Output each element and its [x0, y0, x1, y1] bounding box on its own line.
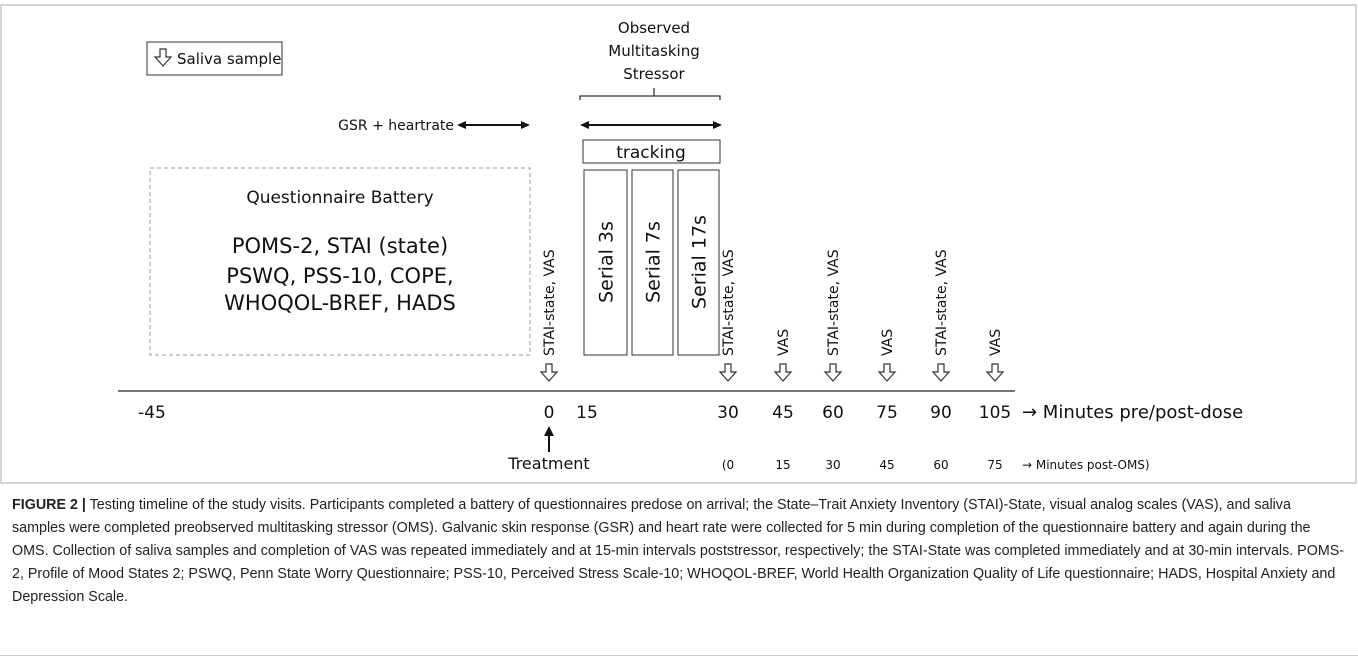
axis-tick-label: 30: [717, 403, 739, 423]
saliva-arrow: [773, 363, 793, 382]
caption: FIGURE 2 | Testing timeline of the study…: [12, 494, 1348, 609]
tracking-box: [582, 139, 721, 164]
arrow-head: [544, 426, 554, 436]
measure-label: VAS: [776, 329, 792, 356]
saliva-arrow: [823, 363, 843, 382]
saliva-arrow: [877, 363, 897, 382]
legend-box: [146, 41, 283, 76]
questionnaire-line: WHOQOL-BREF, HADS: [224, 291, 456, 315]
post-oms-tick: 45: [879, 458, 894, 472]
task-label: Serial 3s: [596, 221, 618, 303]
measure-label: STAI-state, VAS: [826, 249, 842, 356]
measure-label: VAS: [880, 329, 896, 356]
measure-label: STAI-state, VAS: [542, 249, 558, 356]
brace: [579, 88, 721, 100]
legend-label: Saliva sample: [177, 50, 281, 68]
saliva-arrow: [539, 363, 559, 382]
caption-lead: FIGURE 2 |: [12, 497, 86, 513]
axis-tick-label: 75: [876, 403, 898, 423]
oms-title: Multitasking: [608, 42, 699, 60]
questionnaire-box: [149, 167, 531, 356]
axis-tick-label: 0: [544, 403, 555, 423]
post-oms-tick: 15: [775, 458, 790, 472]
post-oms-tick: 60: [933, 458, 948, 472]
task-label: Serial 17s: [689, 215, 711, 309]
gsr-label: GSR + heartrate: [338, 118, 454, 134]
timeline-figure: Saliva sample Observed Multitasking Stresso…: [0, 4, 1357, 484]
saliva-arrow: [153, 48, 173, 67]
post-oms-tick: (0: [722, 458, 734, 472]
axis-label: → Minutes pre/post-dose: [1022, 402, 1243, 423]
post-oms-label: → Minutes post-OMS): [1022, 458, 1150, 472]
oms-title: Stressor: [623, 65, 685, 83]
saliva-arrow: [718, 363, 738, 382]
measure-label: VAS: [988, 329, 1004, 356]
tracking-label: tracking: [616, 143, 686, 163]
arrow-head: [457, 121, 530, 129]
axis-tick-label: 15: [576, 403, 598, 423]
task-box: [631, 169, 674, 356]
post-oms-tick: 30: [825, 458, 840, 472]
post-oms-tick: 75: [987, 458, 1002, 472]
axis-tick-label: 105: [979, 403, 1011, 423]
oms-title: Observed: [618, 19, 690, 37]
figure-frame: [0, 4, 1357, 484]
questionnaire-title: Questionnaire Battery: [246, 188, 433, 208]
questionnaire-line: POMS-2, STAI (state): [232, 234, 448, 258]
axis-tick-label: 45: [772, 403, 794, 423]
axis-tick-label: 60: [822, 403, 844, 423]
axis-tick-label: -45: [138, 403, 166, 423]
bottom-rule: [0, 655, 1358, 656]
saliva-arrow: [931, 363, 951, 382]
treatment-label: Treatment: [507, 454, 589, 473]
task-box: [677, 169, 720, 356]
axis-tick-label: 90: [930, 403, 952, 423]
saliva-arrow: [985, 363, 1005, 382]
task-box: [583, 169, 628, 356]
questionnaire-line: PSWQ, PSS-10, COPE,: [226, 264, 453, 288]
measure-label: STAI-state, VAS: [721, 249, 737, 356]
measure-label: STAI-state, VAS: [934, 249, 950, 356]
caption-text: Testing timeline of the study visits. Pa…: [12, 497, 1345, 605]
task-label: Serial 7s: [643, 221, 665, 303]
